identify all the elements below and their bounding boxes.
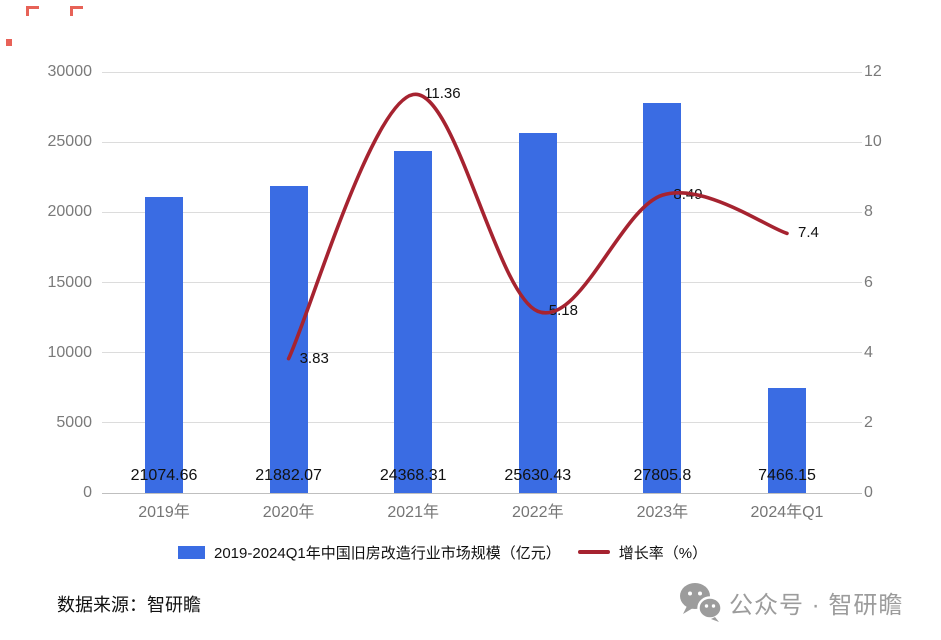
legend-line-swatch xyxy=(577,550,610,554)
legend-bar-label: 2019-2024Q1年中国旧房改造行业市场规模（亿元） xyxy=(214,544,561,562)
bar-value-label: 21074.66 xyxy=(130,467,198,484)
red-mark xyxy=(26,6,39,16)
y-axis-tick-left: 5000 xyxy=(56,413,92,431)
bar xyxy=(643,102,682,493)
data-source-text: 数据来源：智研瞻 xyxy=(57,595,201,615)
x-axis-label: 2024年Q1 xyxy=(750,504,824,521)
bar-value-label: 21882.07 xyxy=(255,467,322,484)
y-axis-tick-right: 10 xyxy=(864,133,882,151)
x-axis-label: 2023年 xyxy=(636,504,689,521)
line-value-label: 8.49 xyxy=(673,186,703,204)
y-axis-tick-right: 8 xyxy=(864,203,873,221)
bar xyxy=(269,185,308,493)
bar-value-label: 27805.8 xyxy=(633,467,692,484)
watermark: 公众号 · 智研瞻 xyxy=(678,582,903,622)
y-axis-tick-right: 12 xyxy=(864,63,882,80)
line-value-label: 3.83 xyxy=(299,349,329,367)
red-mark xyxy=(70,6,83,16)
x-axis-label: 2022年 xyxy=(511,504,564,521)
bar xyxy=(768,388,806,493)
gridline xyxy=(102,211,862,213)
y-axis-tick-left: 10000 xyxy=(47,343,93,361)
gridline xyxy=(102,71,862,73)
line-value-label: 5.18 xyxy=(548,302,578,320)
line-value-label: 11.36 xyxy=(424,85,461,103)
y-axis-tick-right: 0 xyxy=(864,484,873,501)
gridline xyxy=(102,352,862,354)
gridline xyxy=(102,141,862,143)
y-axis-tick-left: 20000 xyxy=(47,203,93,221)
bar xyxy=(145,197,183,493)
bar-value-label: 24368.31 xyxy=(379,467,447,484)
red-mark xyxy=(6,39,12,46)
wechat-icon xyxy=(680,583,722,622)
y-axis-tick-left: 30000 xyxy=(47,63,93,80)
legend: 2019-2024Q1年中国旧房改造行业市场规模（亿元） 增长率（%） xyxy=(178,540,707,564)
y-axis-tick-left: 15000 xyxy=(47,273,93,291)
x-axis-label: 2020年 xyxy=(262,504,315,521)
y-axis-tick-left: 25000 xyxy=(47,133,93,151)
legend-line-label: 增长率（%） xyxy=(618,544,708,562)
x-axis-label: 2019年 xyxy=(138,504,190,521)
legend-bar-swatch xyxy=(178,545,205,559)
line-value-label: 7.4 xyxy=(798,224,819,242)
bar-value-label: 25630.43 xyxy=(504,467,572,484)
bar xyxy=(394,151,433,493)
y-axis-tick-right: 4 xyxy=(864,343,873,361)
gridline xyxy=(102,492,862,494)
gridline xyxy=(102,422,862,424)
x-axis-label: 2021年 xyxy=(387,504,439,521)
watermark-text: 公众号 · 智研瞻 xyxy=(729,591,904,619)
gridline xyxy=(102,282,862,283)
y-axis-tick-right: 2 xyxy=(864,413,873,431)
bar-value-label: 7466.15 xyxy=(758,467,816,484)
y-axis-tick-left: 0 xyxy=(83,484,92,501)
y-axis-tick-right: 6 xyxy=(864,273,873,291)
